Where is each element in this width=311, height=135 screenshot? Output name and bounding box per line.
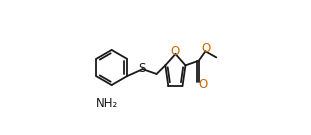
Text: S: S (138, 62, 146, 75)
Text: O: O (171, 45, 180, 58)
Text: NH₂: NH₂ (96, 97, 118, 110)
Text: O: O (198, 78, 207, 91)
Text: O: O (201, 42, 210, 55)
